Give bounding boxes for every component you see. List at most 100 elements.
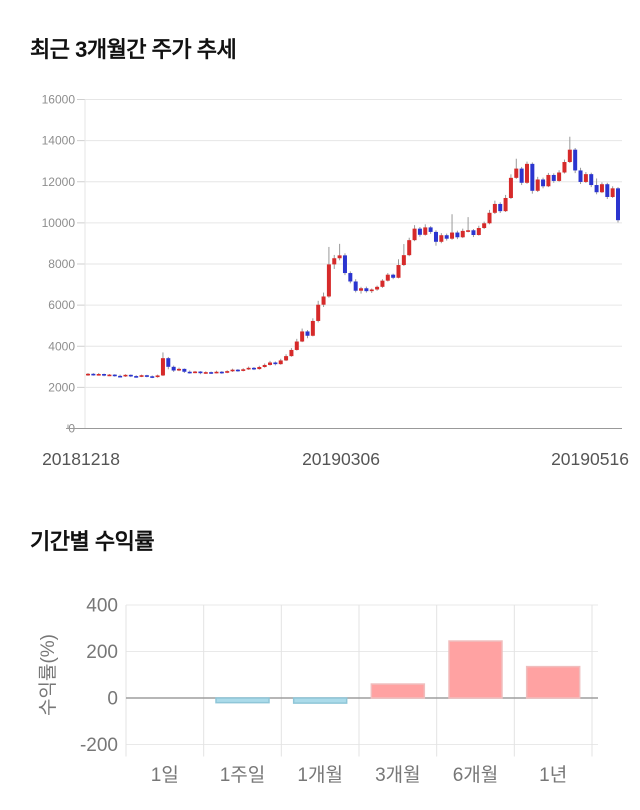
- candle-body: [182, 368, 187, 372]
- candle-body: [198, 371, 203, 374]
- candle-body: [610, 188, 615, 197]
- candle-body: [118, 375, 123, 378]
- candle-body: [535, 179, 540, 191]
- candle-body: [385, 274, 390, 281]
- candle-body: [616, 188, 620, 221]
- candle-body: [567, 149, 572, 163]
- returns-ylabel: 수익률(%): [37, 634, 59, 716]
- returns-ytick-label: -200: [80, 735, 118, 756]
- candle-body: [123, 374, 128, 377]
- candle-body: [193, 371, 198, 374]
- candle-body: [380, 280, 385, 287]
- candle-body: [391, 274, 396, 278]
- candle-body: [551, 174, 556, 181]
- candle-body: [128, 374, 133, 377]
- candle-body: [557, 172, 562, 181]
- returns-category-label: 3개월: [375, 764, 421, 786]
- candle-body: [530, 163, 535, 191]
- candle-body: [487, 212, 492, 224]
- returns-chart-title: 기간별 수익률: [30, 529, 155, 554]
- candle-body: [278, 360, 283, 365]
- candle-body: [508, 177, 513, 198]
- candle-body: [369, 289, 374, 292]
- candle-body: [359, 288, 364, 291]
- returns-ytick-label: 200: [86, 642, 118, 663]
- returns-bar-chart: 400 200 0 -200 1일 1주일 1개월 3개월 6개월 1년 수익률(%): [37, 596, 598, 786]
- price-ytick-label: 6000: [48, 298, 75, 312]
- candle-body: [230, 369, 235, 372]
- price-ytick-label: 14000: [42, 134, 76, 148]
- candle-body: [209, 372, 214, 374]
- candle-body: [107, 374, 112, 377]
- candle-body: [112, 374, 117, 377]
- price-ytick-label: 2000: [48, 380, 75, 394]
- returns-category-label: 1년: [539, 764, 567, 786]
- candle-body: [364, 288, 369, 292]
- candle-body: [155, 375, 160, 378]
- candle-body: [310, 320, 315, 336]
- candle-body: [102, 374, 107, 376]
- candle-body: [187, 371, 192, 374]
- candle-body: [541, 179, 546, 187]
- candle-body: [439, 235, 444, 242]
- returns-category-label: 1주일: [220, 764, 266, 786]
- candle-body: [401, 255, 406, 266]
- candle-body: [589, 174, 594, 186]
- returns-category-label: 1일: [151, 764, 179, 786]
- candle-body: [342, 255, 347, 274]
- price-ytick-label: 16000: [42, 93, 76, 107]
- negative-return-bar: [215, 697, 270, 704]
- candle-body: [337, 255, 342, 259]
- candle-body: [546, 174, 551, 187]
- candle-body: [348, 273, 353, 282]
- candle-body: [519, 168, 524, 183]
- candle-body: [316, 304, 321, 321]
- candle-body: [144, 375, 149, 377]
- candle-body: [482, 223, 487, 229]
- price-xtick-label: 20181218: [42, 449, 120, 469]
- returns-category-label: 6개월: [453, 764, 499, 786]
- candle-body: [273, 362, 278, 365]
- candle-body: [225, 371, 230, 373]
- price-candlestick-chart: 0200040006000800010000120001400016000201…: [42, 93, 629, 470]
- price-xtick-label: 20190516: [551, 449, 629, 469]
- candle-body: [578, 170, 583, 182]
- candle-body: [455, 232, 460, 238]
- candle-body: [396, 265, 401, 278]
- candle-body: [562, 162, 567, 173]
- candle-body: [412, 228, 417, 241]
- candle-body: [294, 341, 299, 350]
- candle-body: [417, 228, 422, 235]
- candle-body: [150, 376, 155, 378]
- candle-body: [268, 362, 273, 365]
- candle-body: [460, 230, 465, 238]
- candle-body: [524, 163, 529, 183]
- candle-body: [177, 368, 182, 371]
- candle-body: [605, 184, 610, 197]
- candle-body: [257, 367, 262, 370]
- candle-body: [134, 376, 139, 378]
- candle-body: [476, 228, 481, 236]
- candle-body: [284, 356, 289, 361]
- candle-body: [428, 227, 433, 232]
- candle-body: [321, 296, 326, 305]
- candle-body: [423, 227, 428, 235]
- candle-body: [466, 230, 471, 232]
- positive-return-bar: [370, 683, 426, 699]
- candle-body: [375, 286, 380, 290]
- candle-body: [166, 358, 171, 367]
- negative-return-bar: [292, 697, 348, 704]
- candle-body: [433, 231, 438, 242]
- candle-body: [353, 281, 358, 291]
- candle-body: [498, 203, 503, 212]
- candle-body: [219, 371, 224, 374]
- candle-body: [96, 374, 101, 376]
- candle-body: [262, 364, 267, 368]
- returns-ytick-label: 0: [107, 689, 118, 710]
- candle-body: [573, 149, 578, 171]
- price-chart-title: 최근 3개월간 주가 추세: [30, 37, 237, 62]
- candle-body: [599, 184, 604, 193]
- candle-body: [450, 232, 455, 239]
- candle-body: [503, 197, 508, 212]
- candle-body: [91, 373, 96, 376]
